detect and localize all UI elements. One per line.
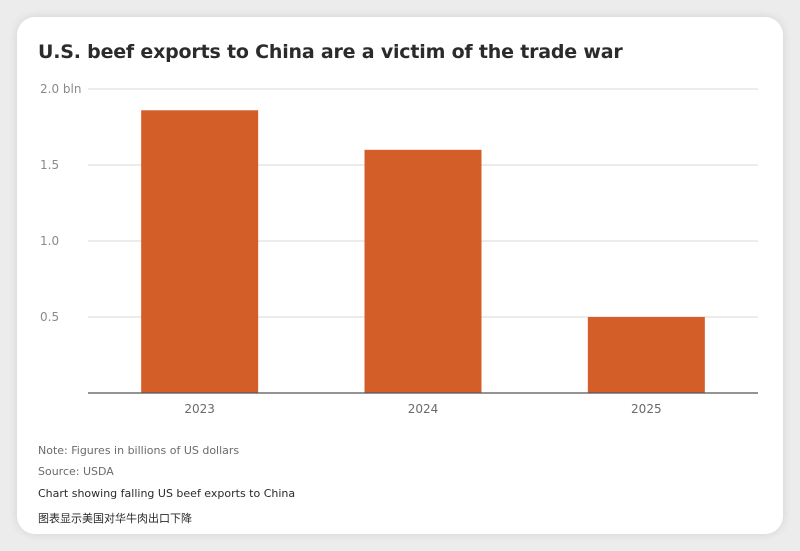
x-tick-label: 2025: [631, 402, 662, 416]
x-tick-label: 2023: [184, 402, 215, 416]
bar-2023: [141, 110, 259, 393]
tick-labels: 0.5 1.0 1.5 2.0 bln 2023 2024 2025: [40, 82, 662, 416]
chart-caption-chinese: 图表显示美国对华牛肉出口下降: [38, 512, 192, 525]
bar-2025: [587, 317, 705, 393]
y-tick-label: 1.5: [40, 158, 59, 172]
y-tick-label: 0.5: [40, 310, 59, 324]
x-tick-label: 2024: [408, 402, 439, 416]
y-tick-label: 2.0 bln: [40, 82, 81, 96]
bars: [141, 110, 705, 393]
chart-title: U.S. beef exports to China are a victim …: [38, 41, 623, 63]
bar-chart: 0.5 1.0 1.5 2.0 bln 2023 2024 2025: [40, 82, 758, 416]
chart-source: Source: USDA: [38, 465, 114, 478]
y-tick-label: 1.0: [40, 234, 59, 248]
chart-note: Note: Figures in billions of US dollars: [38, 444, 240, 457]
chart-caption: Chart showing falling US beef exports to…: [38, 487, 296, 500]
bar-2024: [364, 149, 482, 393]
chart-card: U.S. beef exports to China are a victim …: [17, 17, 783, 534]
